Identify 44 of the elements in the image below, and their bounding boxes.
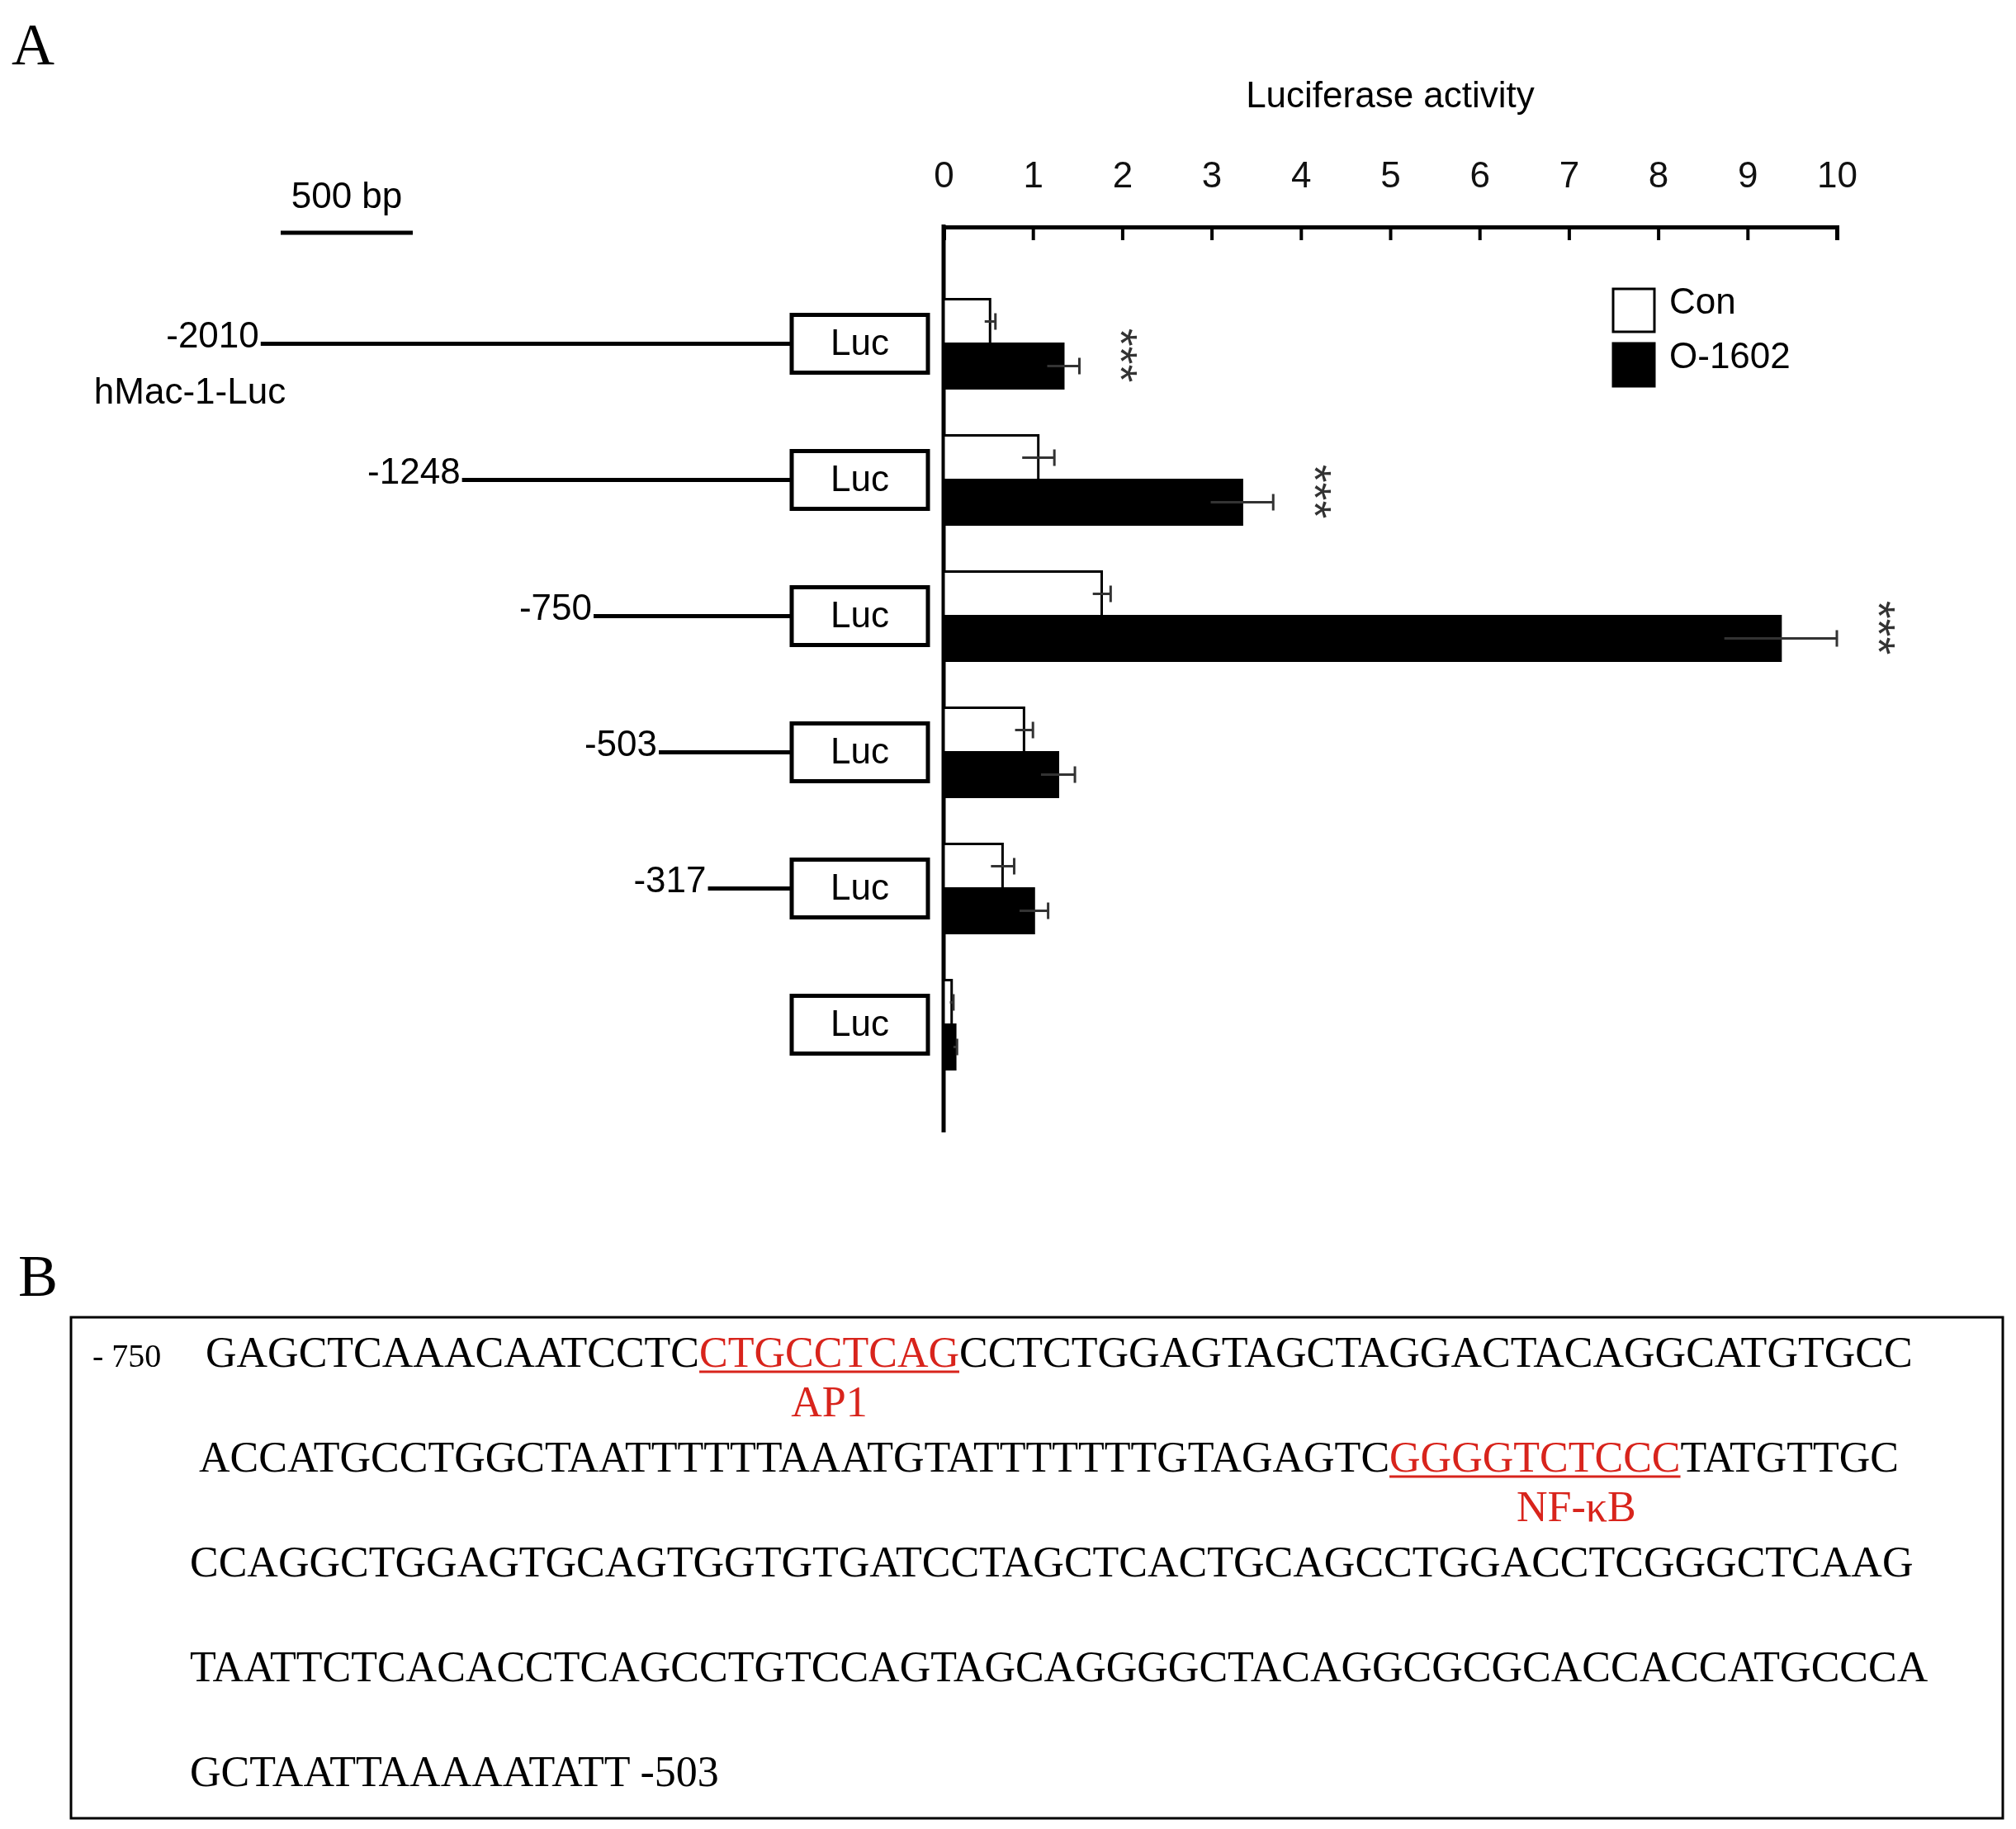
text: -2010 (166, 314, 259, 355)
text: -317 (633, 858, 707, 900)
text: NF-κB (1516, 1483, 1636, 1530)
text: GGGGTCTCCC (1389, 1434, 1681, 1481)
text: GCTAATTAAAAATATT -503 (190, 1748, 719, 1795)
text: B (18, 1243, 59, 1309)
x-tick-label: 7 (1559, 154, 1580, 195)
text: GAGCTCAAACAATCCTC (206, 1329, 700, 1376)
text: Luc (831, 730, 889, 771)
text: *** (1853, 600, 1905, 655)
x-tick-label: 4 (1291, 154, 1312, 195)
annotation: *** (1290, 464, 1342, 519)
x-tick-label: 9 (1738, 154, 1758, 195)
text: Luc (831, 457, 889, 499)
legend-label: O-1602 (1669, 335, 1791, 376)
text: ACCATGCCTGGCTAATTTTTTAAATGTATTTTTTTGTAGAGTC (199, 1434, 1390, 1481)
text: TAATTCTCACACCTCAGCCTGTCCAGTAGCAGGGGCTACAGGCGCGCACCACCATGCCCA (190, 1643, 1928, 1690)
x-tick-label: 2 (1112, 154, 1133, 195)
x-tick-label: 1 (1023, 154, 1043, 195)
text: TATGTTGC (1680, 1434, 1900, 1481)
x-axis-title: Luciferase activity (1246, 74, 1535, 115)
legend-label: Con (1669, 281, 1736, 322)
text: Luc (831, 593, 889, 635)
text: Luc (831, 321, 889, 362)
text: -1248 (367, 450, 461, 491)
x-tick-label: 10 (1817, 154, 1857, 195)
text: CTGCCTCAG (699, 1329, 959, 1376)
text: -750 (518, 586, 592, 627)
text: CCTCTGGAGTAGCTAGGACTACAGGCATGTGCC (958, 1329, 1913, 1376)
x-tick-label: 6 (1469, 154, 1490, 195)
text: A (12, 12, 54, 78)
text: Luc (831, 1002, 889, 1043)
annotation: *** (1096, 328, 1148, 383)
text: - 750 (92, 1337, 162, 1374)
x-tick-label: 3 (1201, 154, 1223, 195)
x-tick-label: 0 (934, 154, 954, 195)
text: Luc (831, 866, 889, 907)
x-tick-label: 5 (1380, 154, 1401, 195)
text: 500 bp (291, 175, 403, 215)
text: hMac-1-Luc (93, 370, 286, 411)
text: AP1 (791, 1378, 868, 1425)
text: CCAGGCTGGAGTGCAGTGGTGTGATCCTAGCTCACTGCAGCCTGGACCTCGGGCTCAAG (190, 1538, 1914, 1586)
text: -503 (584, 722, 658, 763)
x-tick-label: 8 (1648, 154, 1669, 195)
